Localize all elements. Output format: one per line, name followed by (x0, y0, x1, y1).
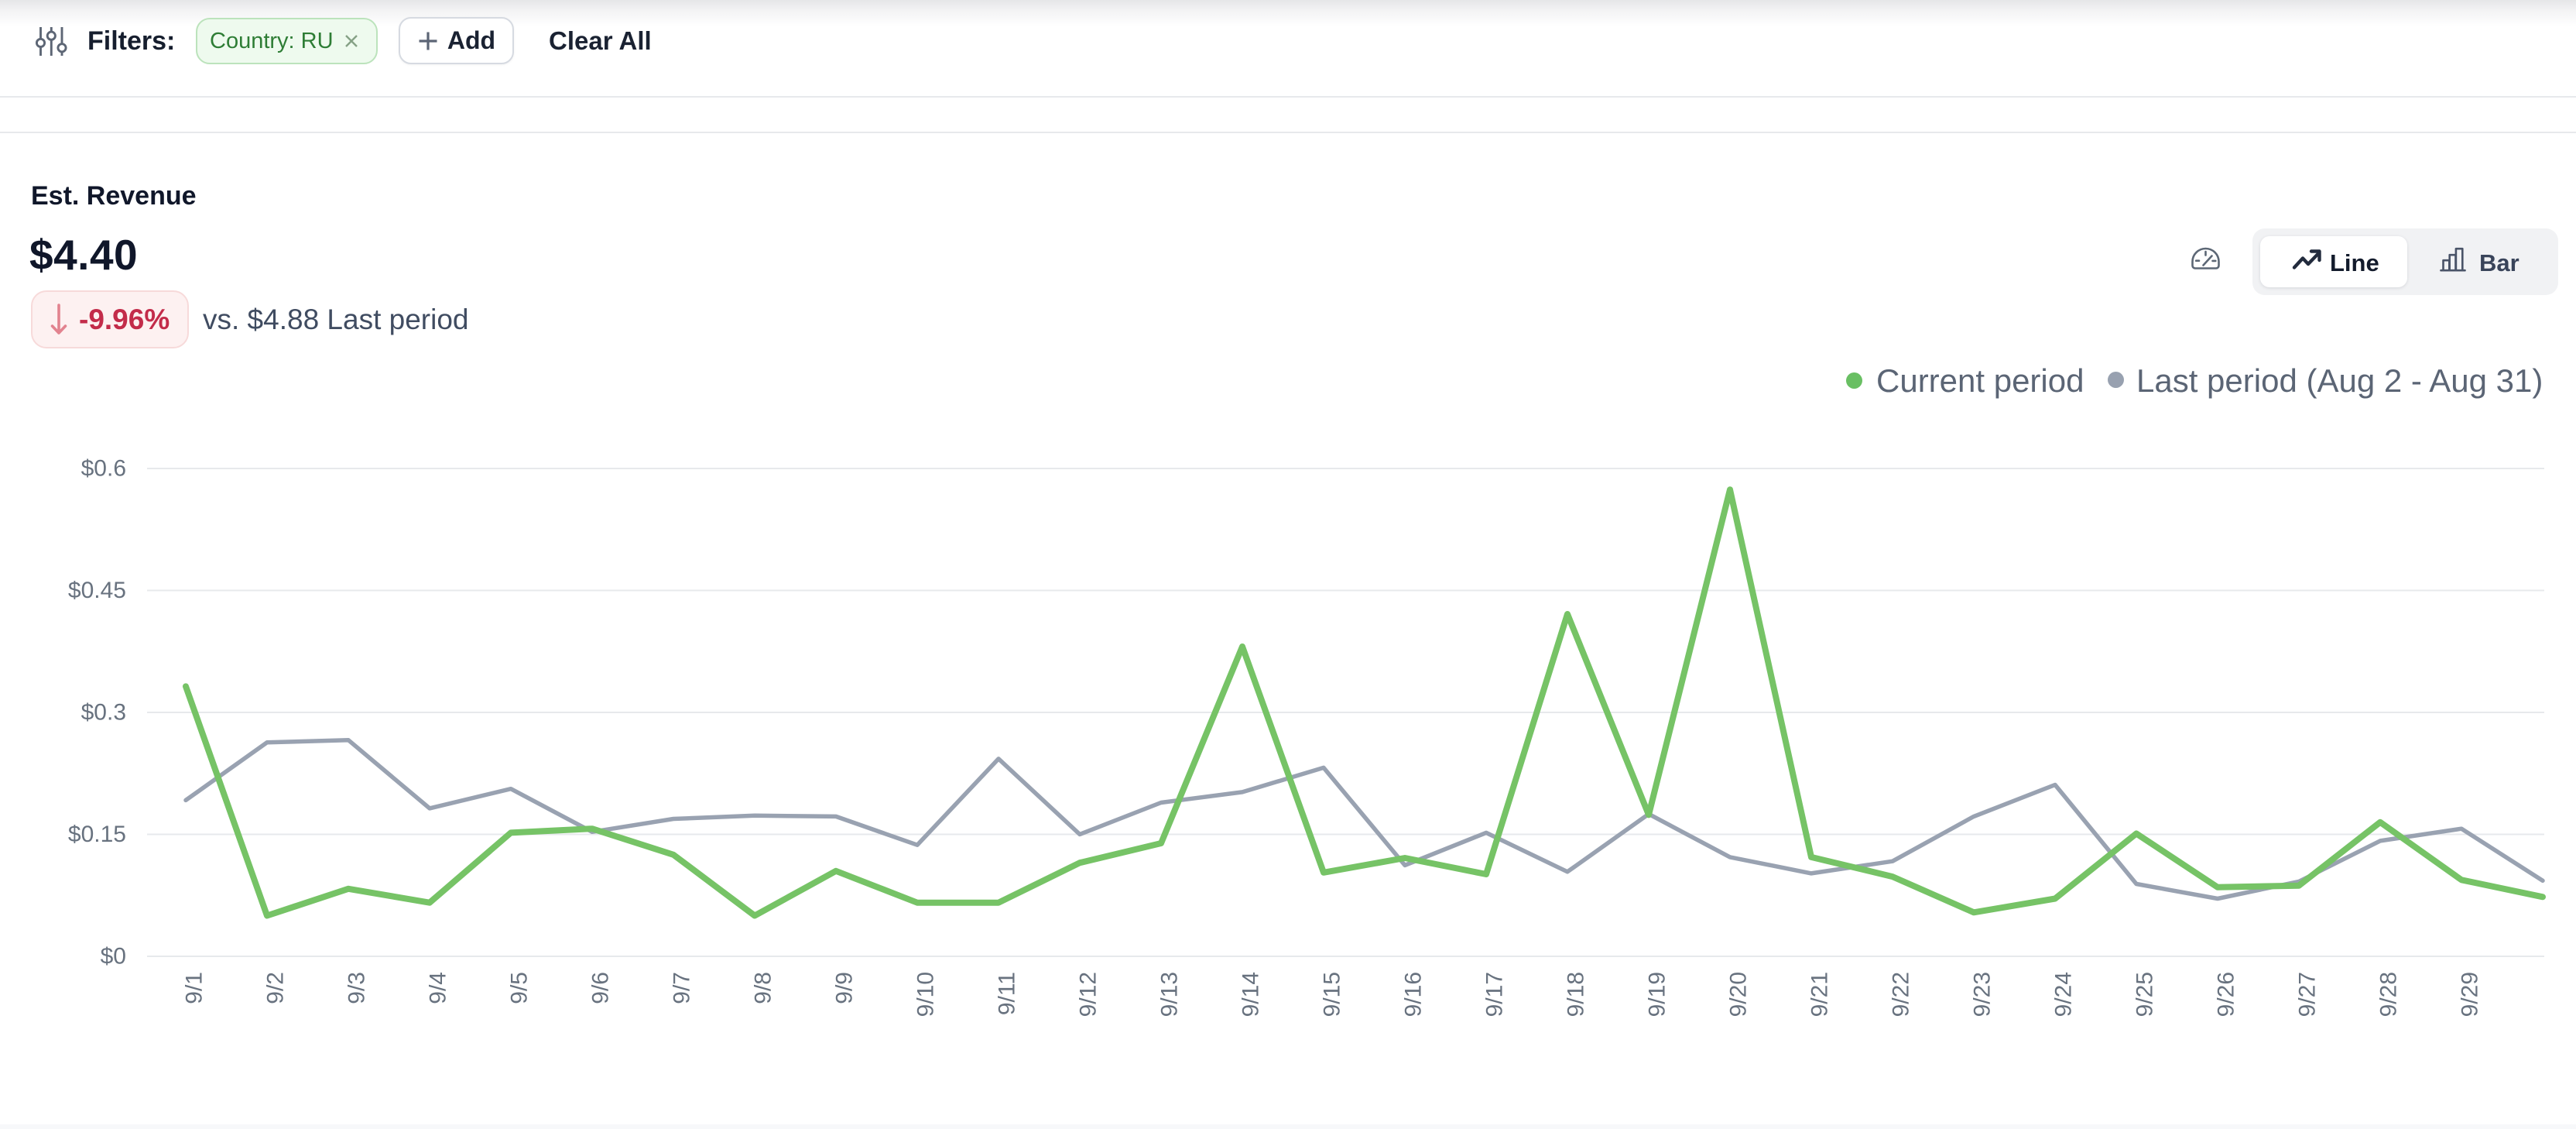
svg-text:9/23: 9/23 (1970, 972, 1995, 1017)
svg-text:9/1: 9/1 (182, 972, 207, 1004)
svg-text:9/11: 9/11 (995, 972, 1020, 1015)
svg-text:9/24: 9/24 (2051, 972, 2077, 1017)
svg-text:9/16: 9/16 (1401, 972, 1427, 1017)
svg-text:9/5: 9/5 (507, 972, 533, 1004)
svg-text:9/26: 9/26 (2214, 972, 2239, 1017)
svg-text:9/25: 9/25 (2132, 972, 2158, 1017)
svg-text:$0.3: $0.3 (81, 700, 126, 726)
svg-text:$0.45: $0.45 (68, 578, 126, 603)
svg-text:9/29: 9/29 (2458, 972, 2483, 1017)
svg-text:9/28: 9/28 (2376, 972, 2402, 1017)
svg-text:9/13: 9/13 (1157, 972, 1183, 1017)
svg-text:9/12: 9/12 (1076, 972, 1101, 1017)
svg-text:$0.15: $0.15 (68, 822, 126, 847)
svg-text:9/17: 9/17 (1482, 972, 1508, 1017)
svg-text:9/22: 9/22 (1889, 972, 1914, 1017)
svg-text:9/7: 9/7 (670, 972, 695, 1004)
svg-text:9/18: 9/18 (1564, 972, 1589, 1017)
svg-text:9/19: 9/19 (1645, 972, 1670, 1017)
svg-text:9/6: 9/6 (588, 972, 614, 1004)
svg-text:9/14: 9/14 (1238, 972, 1264, 1017)
svg-text:9/9: 9/9 (832, 972, 858, 1004)
svg-text:9/4: 9/4 (426, 972, 451, 1004)
svg-text:$0: $0 (101, 944, 126, 969)
svg-text:9/27: 9/27 (2295, 972, 2321, 1017)
svg-text:9/20: 9/20 (1726, 972, 1752, 1017)
svg-text:9/3: 9/3 (344, 972, 370, 1004)
svg-text:9/8: 9/8 (751, 972, 776, 1004)
svg-text:9/2: 9/2 (263, 972, 289, 1004)
svg-text:9/21: 9/21 (1807, 972, 1833, 1017)
svg-text:9/15: 9/15 (1320, 972, 1345, 1017)
svg-text:9/10: 9/10 (913, 972, 939, 1017)
svg-text:$0.6: $0.6 (81, 456, 126, 482)
